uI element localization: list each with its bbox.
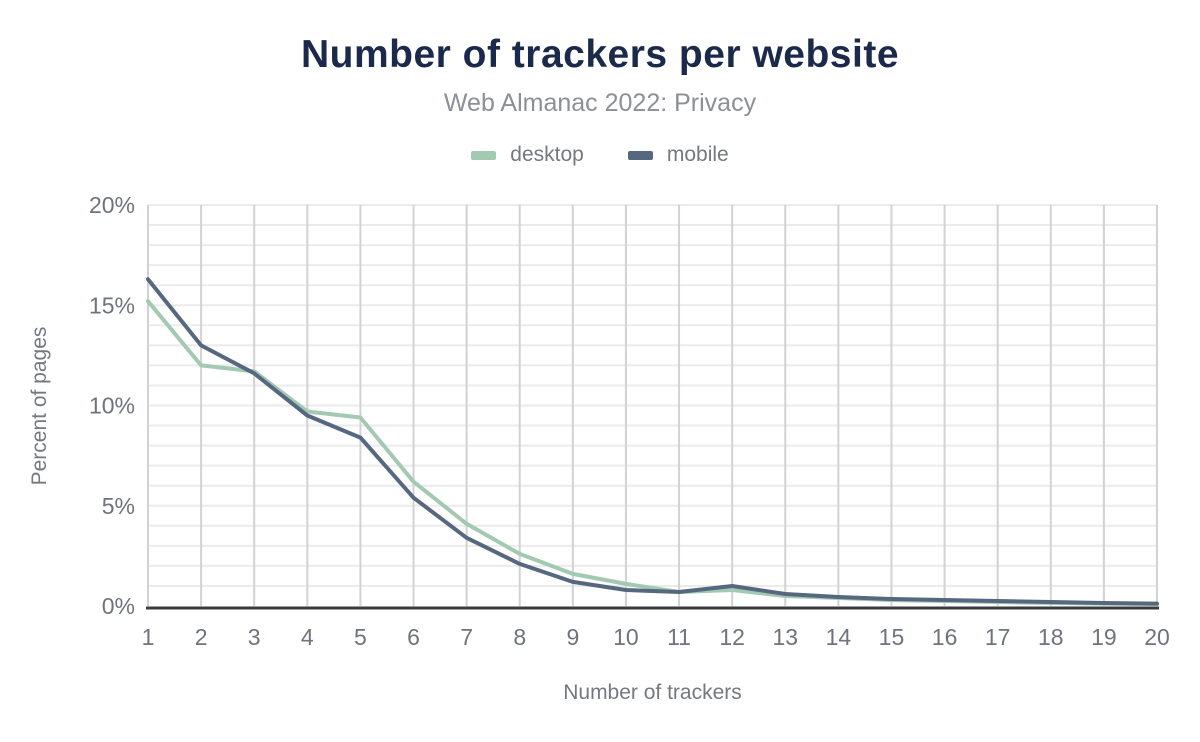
x-tick-label: 12 [719,624,745,650]
mobile-line [146,277,1159,606]
x-tick-label: 4 [301,624,314,650]
desktop-line [146,299,1159,606]
x-tick-label: 18 [1038,624,1064,650]
x-tick-label: 13 [772,624,798,650]
x-tick-label: 6 [407,624,420,650]
x-axis-title: Number of trackers [563,681,742,704]
x-tick-label: 16 [932,624,958,650]
x-tick-label: 15 [879,624,905,650]
x-tick-label: 17 [985,624,1011,650]
desktop-legend-swatch [471,150,497,160]
y-tick-label: 10% [89,393,135,419]
desktop-legend-label: desktop [510,143,584,166]
y-axis-title: Percent of pages [28,327,51,486]
y-tick-label: 15% [89,292,135,318]
x-tick-label: 20 [1144,624,1170,650]
mobile-legend-swatch [627,150,653,160]
x-tick-label: 1 [142,624,155,650]
y-tick-label: 5% [102,493,135,519]
mobile-legend-label: mobile [666,143,729,166]
x-tick-label: 2 [195,624,208,650]
x-tick-label: 9 [566,624,579,650]
chart-legend: desktop mobile [0,143,1200,167]
legend-item-mobile[interactable]: mobile [627,143,729,167]
chart-title: Number of trackers per website [300,33,900,76]
x-tick-label: 5 [354,624,367,650]
x-tick-label: 14 [826,624,852,650]
chart-subtitle: Web Almanac 2022: Privacy [443,89,757,117]
x-tick-label: 3 [248,624,261,650]
x-tick-label: 19 [1091,624,1117,650]
y-tick-label: 0% [102,593,135,619]
y-tick-label: 20% [89,192,135,218]
legend-item-desktop[interactable]: desktop [471,143,584,167]
x-tick-label: 7 [460,624,473,650]
x-tick-label: 11 [667,624,691,650]
x-tick-label: 8 [513,624,526,650]
x-tick-label: 10 [613,624,639,650]
